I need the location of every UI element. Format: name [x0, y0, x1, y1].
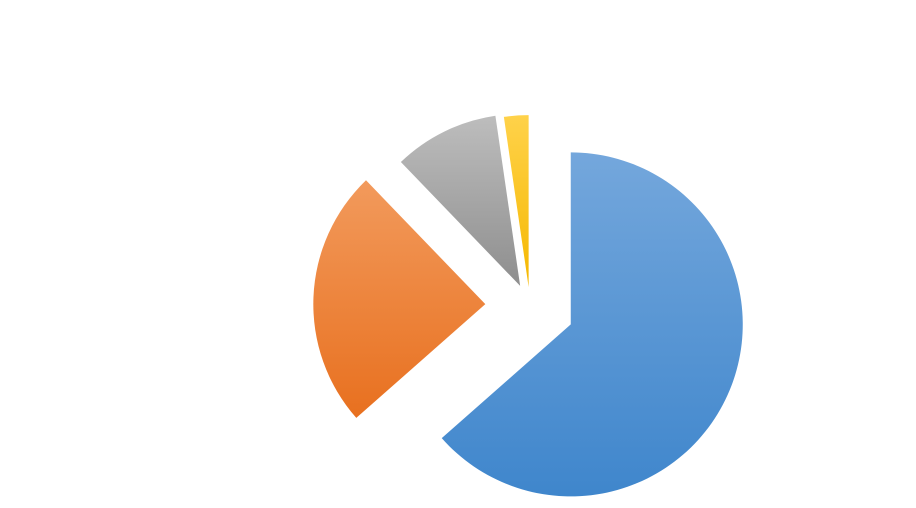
pie-slice-3: [400, 115, 521, 286]
pie-slices-group: [313, 115, 743, 497]
pie-slice-1: [441, 152, 743, 497]
pie-slice-2: [313, 180, 486, 418]
pie-slice-4: [503, 115, 529, 288]
